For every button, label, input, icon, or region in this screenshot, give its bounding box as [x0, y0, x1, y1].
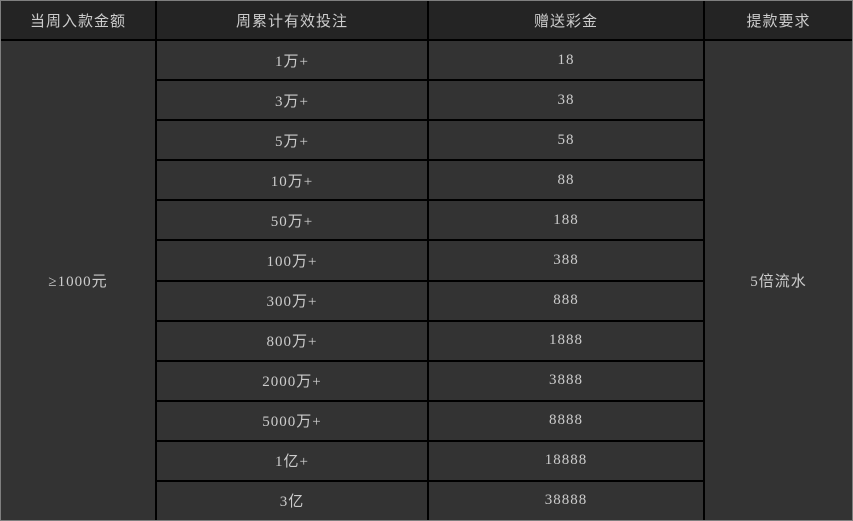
bet-tier-cell: 100万+: [157, 241, 427, 280]
header-bonus-column: 赠送彩金: [429, 1, 703, 40]
deposit-amount-cell: ≥1000元: [1, 41, 155, 520]
bet-tier-cell: 300万+: [157, 281, 427, 320]
bonus-value-cell: 388: [429, 241, 703, 280]
bonus-value-cell: 88: [429, 161, 703, 200]
bonus-value-cell: 8888: [429, 401, 703, 440]
header-withdraw-column: 提款要求: [705, 1, 852, 40]
bet-tier-cell: 3亿: [157, 481, 427, 520]
bonus-value-cell: 888: [429, 281, 703, 320]
bonus-value-cell: 188: [429, 201, 703, 240]
bonus-value-cell: 3888: [429, 361, 703, 400]
header-bet-column: 周累计有效投注: [157, 1, 427, 40]
withdraw-requirement-cell: 5倍流水: [705, 41, 852, 520]
bet-tier-cell: 50万+: [157, 201, 427, 240]
bet-tier-cell: 3万+: [157, 81, 427, 120]
bet-tier-cell: 10万+: [157, 161, 427, 200]
bonus-value-cell: 18888: [429, 441, 703, 480]
bonus-value-cell: 38888: [429, 481, 703, 520]
bonus-value-cell: 18: [429, 41, 703, 80]
bet-tier-cell: 5000万+: [157, 401, 427, 440]
bet-tier-cell: 1亿+: [157, 441, 427, 480]
bonus-value-cell: 58: [429, 121, 703, 160]
bet-tier-cell: 1万+: [157, 41, 427, 80]
bet-tier-cell: 5万+: [157, 121, 427, 160]
bonus-value-cell: 38: [429, 81, 703, 120]
bet-tier-cell: 2000万+: [157, 361, 427, 400]
bet-tier-cell: 800万+: [157, 321, 427, 360]
bonus-value-cell: 1888: [429, 321, 703, 360]
header-deposit-column: 当周入款金额: [1, 1, 155, 40]
